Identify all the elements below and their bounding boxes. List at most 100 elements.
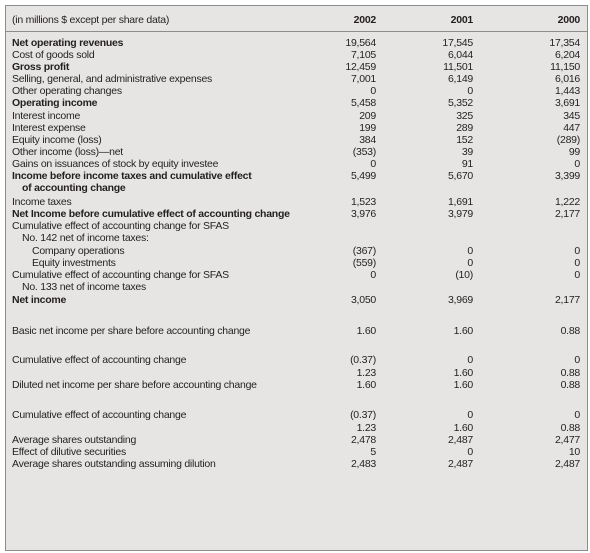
row-value-2002: 5,499 [350, 170, 376, 182]
table-row: Operating income 5,458 5,352 3,691 [6, 97, 589, 109]
row-value-2001: 6,044 [447, 49, 473, 61]
row-value-2001: 39 [461, 146, 473, 158]
row-label: Income before income taxes and cumulativ… [12, 170, 252, 182]
table-row: Income taxes 1,523 1,691 1,222 [6, 196, 589, 208]
table-row: Other income (loss)—net (353) 39 99 [6, 146, 589, 158]
table-row: Net income 3,050 3,969 2,177 [6, 294, 589, 306]
row-value-2001: 1.60 [453, 379, 474, 391]
income-statement-table: (in millions $ except per share data) 20… [5, 5, 588, 551]
row-value-2002: 5 [370, 446, 376, 458]
row-value-2002: 1.23 [356, 367, 377, 379]
table-row: Cost of goods sold 7,105 6,044 6,204 [6, 49, 589, 61]
row-value-2002: 7,105 [350, 49, 376, 61]
row-label: Interest income [12, 110, 81, 122]
row-value-2002: 3,050 [350, 294, 376, 306]
row-value-2002: 1.23 [356, 422, 377, 434]
row-value-2001: 289 [456, 122, 473, 134]
header-divider [6, 31, 587, 32]
row-label: Cumulative effect of accounting change f… [12, 269, 229, 281]
row-value-2000: 6,204 [554, 49, 580, 61]
year-header-2002: 2002 [353, 14, 377, 26]
row-value-2002: 2,478 [350, 434, 376, 446]
row-label: Effect of dilutive securities [12, 446, 126, 458]
row-value-2002: (0.37) [350, 354, 376, 366]
top-strip [0, 0, 590, 5]
row-label: Income taxes [12, 196, 72, 208]
row-label: Cost of goods sold [12, 49, 95, 61]
row-value-2001: 5,670 [447, 170, 473, 182]
row-label: Other operating changes [12, 85, 122, 97]
row-value-2001: 0 [467, 85, 473, 97]
row-value-2001: 325 [456, 110, 473, 122]
row-label: Gross profit [12, 61, 70, 73]
row-value-2002: (367) [352, 245, 377, 257]
row-value-2001: 0 [467, 446, 473, 458]
table-row: Basic net income per share before accoun… [6, 325, 589, 337]
row-value-2001: 5,352 [447, 97, 473, 109]
row-value-2000: 99 [568, 146, 580, 158]
row-value-2000: 345 [563, 110, 580, 122]
row-value-2002: 12,459 [345, 61, 376, 73]
row-value-2000: 2,177 [554, 294, 580, 306]
row-value-2002: 0 [370, 85, 376, 97]
table-row: Net operating revenues 19,564 17,545 17,354 [6, 37, 589, 49]
table-row: Average shares outstanding 2,478 2,487 2,47… [6, 434, 589, 446]
table-row: No. 142 net of income taxes: [6, 232, 589, 244]
header-label: (in millions $ except per share data) [12, 14, 170, 26]
year-header-2000: 2000 [557, 14, 581, 26]
table-row: Effect of dilutive securities 5 0 10 [6, 446, 589, 458]
table-row: Cumulative effect of accounting change (0… [6, 409, 589, 421]
row-value-2000: 3,399 [554, 170, 580, 182]
row-value-2000: 6,016 [554, 73, 580, 85]
row-label: Cumulative effect of accounting change f… [12, 220, 229, 232]
row-label: Interest expense [12, 122, 86, 134]
row-label: Company operations [32, 245, 125, 257]
row-value-2000: 2,487 [554, 458, 580, 470]
row-value-2002: (559) [352, 257, 377, 269]
row-label: Equity income (loss) [12, 134, 102, 146]
table-row: Interest income 209 325 345 [6, 110, 589, 122]
row-label: Operating income [12, 97, 98, 109]
table-row: Cumulative effect of accounting change f… [6, 220, 589, 232]
row-label: Net Income before cumulative effect of a… [12, 208, 290, 220]
row-value-2002: 3,976 [350, 208, 376, 220]
table-row: Income before income taxes and cumulativ… [6, 170, 589, 182]
table-row: Selling, general, and administrative exp… [6, 73, 589, 85]
row-value-2001: 1.60 [453, 422, 474, 434]
row-label: Selling, general, and administrative exp… [12, 73, 213, 85]
row-value-2000: 1,222 [554, 196, 580, 208]
row-value-2001: 11,501 [443, 61, 473, 73]
table-row: of accounting change [6, 182, 589, 194]
row-value-2001: 6,149 [447, 73, 473, 85]
table-row: Cumulative effect of accounting change f… [6, 269, 589, 281]
row-value-2000: 2,177 [554, 208, 580, 220]
row-value-2001: 1.60 [453, 325, 474, 337]
row-value-2001: 91 [461, 158, 473, 170]
row-label: No. 133 net of income taxes [22, 281, 146, 293]
row-label: Net operating revenues [12, 37, 124, 49]
row-value-2001: 2,487 [447, 458, 473, 470]
row-value-2001: 3,979 [447, 208, 473, 220]
row-value-2002: 1.60 [356, 379, 377, 391]
table-row: Average shares outstanding assuming dilu… [6, 458, 589, 470]
table-row: Diluted net income per share before acco… [6, 379, 589, 391]
row-label: Other income (loss)—net [12, 146, 123, 158]
row-value-2000: 0.88 [560, 422, 581, 434]
table-row: Net Income before cumulative effect of a… [6, 208, 589, 220]
row-value-2001: 1,691 [447, 196, 473, 208]
row-value-2001: 0 [467, 409, 473, 421]
row-value-2001: 0 [467, 257, 473, 269]
table-row: Cumulative effect of accounting change (0… [6, 354, 589, 366]
table-row: Other operating changes 0 0 1,443 [6, 85, 589, 97]
row-label: Average shares outstanding [12, 434, 137, 446]
row-value-2000: 17,354 [549, 37, 580, 49]
row-value-2000: 2,477 [554, 434, 580, 446]
row-value-2000: 447 [563, 122, 580, 134]
row-value-2001: 3,969 [447, 294, 473, 306]
row-value-2000: 0 [574, 409, 580, 421]
row-value-2000: 0 [574, 245, 580, 257]
row-label: Cumulative effect of accounting change [12, 354, 187, 366]
row-value-2000: 0 [574, 257, 580, 269]
row-label: Gains on issuances of stock by equity in… [12, 158, 219, 170]
row-value-2001: 17,545 [442, 37, 473, 49]
